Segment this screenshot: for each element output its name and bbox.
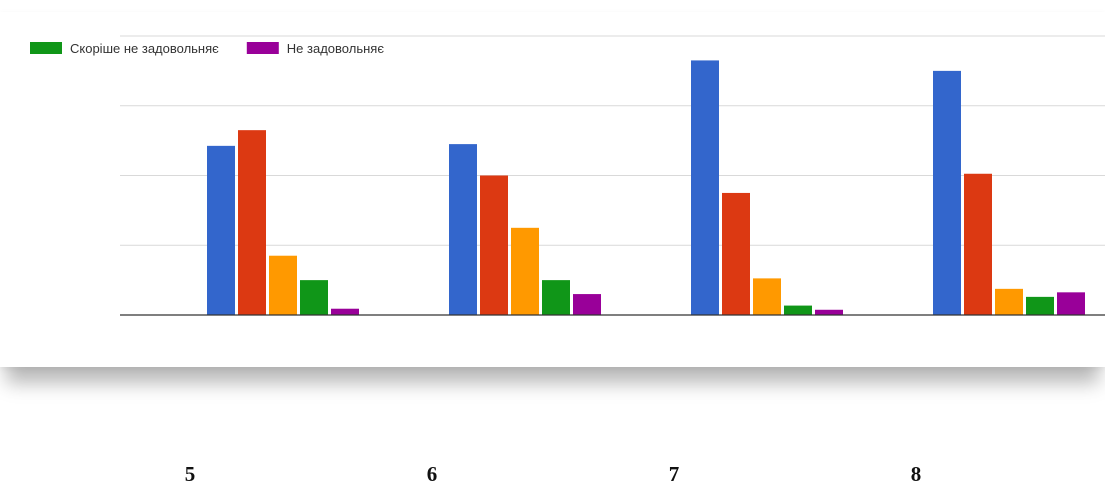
legend-swatch [30,42,62,54]
category-label: 6 [426,462,438,486]
bar [449,144,477,315]
bar [933,70,961,315]
bar [573,294,601,315]
legend-label: Не задовольняє [287,41,385,56]
category-label: 8 [910,462,922,486]
bar [511,227,539,315]
bar [238,130,266,315]
bar [815,309,843,315]
bar [753,278,781,315]
bar [691,60,719,315]
chart-card: Скоріше не задовольняє Не задовольняє [0,12,1105,367]
bar [784,305,812,315]
bar [300,280,328,315]
legend-label: Скоріше не задовольняє [70,41,219,56]
bar [269,255,297,315]
bar [480,175,508,315]
legend: Скоріше не задовольняє Не задовольняє [30,41,384,56]
category-label: 5 [184,462,196,486]
bars [207,60,1085,315]
grouped-bar-chart: Скоріше не задовольняє Не задовольняє [30,35,1105,316]
bar [207,145,235,315]
bar [995,288,1023,315]
bar [1057,292,1085,315]
bar [331,308,359,315]
bar [722,192,750,315]
bar [964,173,992,315]
legend-swatch [246,42,279,54]
bar [542,280,570,315]
bar [1026,296,1054,315]
category-label: 7 [668,462,680,486]
